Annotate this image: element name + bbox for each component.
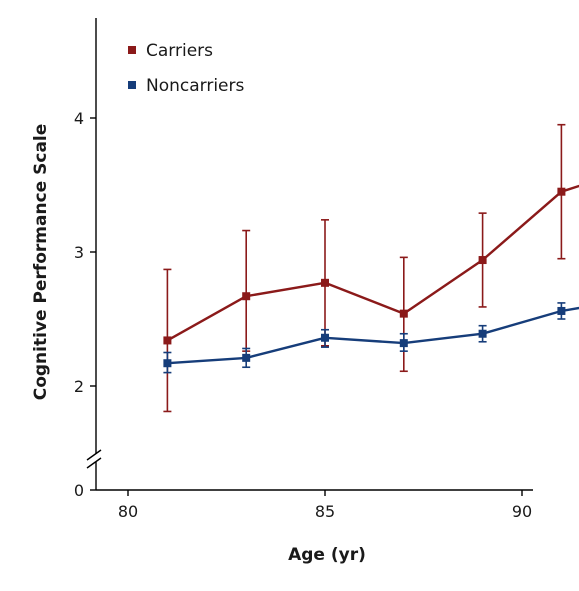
carriers-data-point — [163, 336, 172, 345]
carriers-series-line — [166, 184, 579, 342]
x-tick-label: 90 — [512, 502, 532, 521]
legend: Carriers Noncarriers — [128, 41, 245, 96]
carriers-data-point — [321, 278, 329, 287]
x-tick-label: 85 — [315, 502, 335, 521]
noncarriers-data-point — [321, 333, 329, 342]
noncarriers-data-point — [557, 306, 566, 315]
y-tick-label: 3 — [74, 243, 84, 262]
x-axis-title: Age (yr) — [288, 545, 366, 565]
axis-break-mark — [86, 457, 102, 469]
noncarriers-data-point — [163, 359, 172, 368]
x-tick-label: 80 — [118, 502, 138, 521]
noncarriers-legend-label: Noncarriers — [146, 76, 245, 96]
carriers-data-point — [478, 256, 487, 265]
noncarriers-data-point — [242, 353, 251, 362]
y-axis-title: Cognitive Performance Scale — [31, 124, 51, 401]
y-tick-label: 0 — [74, 481, 84, 500]
carriers-data-point — [557, 187, 566, 196]
carriers-legend-marker — [128, 46, 136, 54]
axes: 023480859095100 — [74, 18, 533, 521]
noncarriers-data-point — [399, 339, 408, 348]
carriers-legend-label: Carriers — [146, 41, 213, 61]
noncarriers-legend-marker — [128, 81, 136, 89]
axis-break-mark — [86, 449, 102, 461]
carriers-data-point — [399, 309, 408, 318]
noncarriers-series-line — [167, 306, 579, 365]
data-markers — [163, 187, 566, 368]
y-tick-label: 4 — [74, 109, 84, 128]
noncarriers-data-point — [478, 329, 487, 338]
y-tick-label: 2 — [74, 377, 84, 396]
carriers-data-point — [242, 292, 251, 301]
series-lines — [166, 184, 579, 365]
